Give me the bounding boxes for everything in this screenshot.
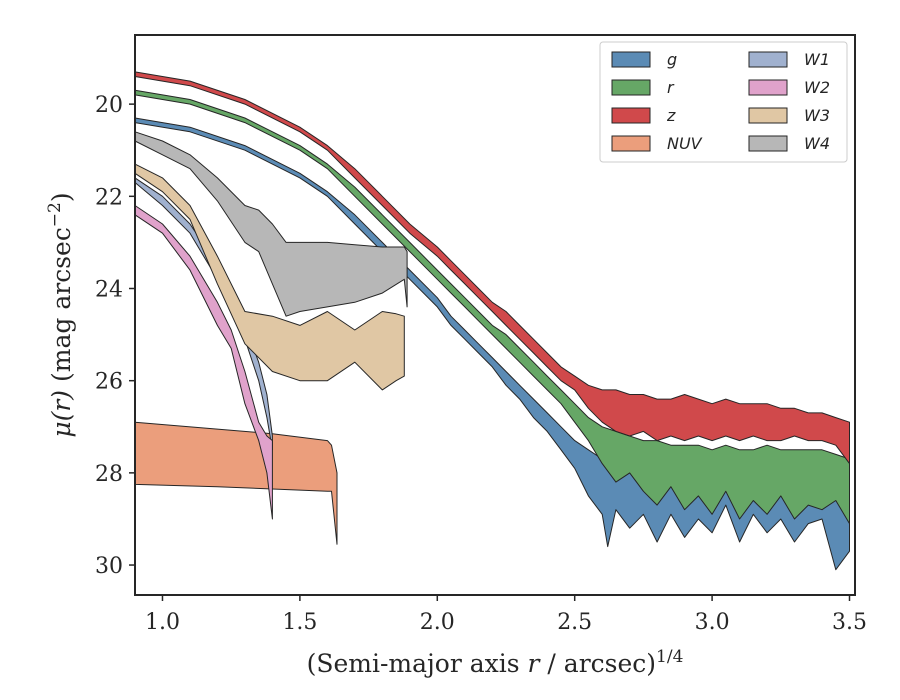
x-axis-label-exponent: 1/4 [656,647,683,667]
legend-frame [599,41,848,163]
x-axis-label: (Semi-major axis r / arcsec)1/4 [307,647,684,678]
legend-label-r: r [667,78,675,97]
legend-label-w3: W3 [804,106,830,125]
y-axis-ticks: 20 22 24 26 28 30 [95,93,135,579]
band-r [134,89,850,525]
band-w3 [134,163,405,391]
x-tick-label: 2.5 [557,610,592,635]
x-tick-label: 3.0 [695,610,730,635]
legend-label-z: z [666,106,676,125]
band-nuv [134,421,338,545]
legend-label-w2: W2 [804,78,830,97]
y-axis-label: μ(r) (mag arcsec−2) [45,192,76,437]
x-tick-label: 3.5 [832,610,867,635]
y-tick-label: 20 [95,93,123,118]
plot-frame [134,34,856,596]
legend: grz NUV W1 W2 W3 W4 [599,41,848,163]
y-axis-label-exponent: −2 [45,202,65,227]
y-tick-label: 24 [95,277,123,302]
y-tick-label: 22 [95,185,123,210]
legend-label-nuv: NUV [667,134,703,153]
profile-bands [134,71,850,571]
x-tick-label: 1.0 [145,610,180,635]
legend-swatch-nuv [611,135,651,152]
y-axis-label-close: ) [47,192,76,202]
band-z [134,71,850,465]
x-tick-label: 1.5 [282,610,317,635]
y-axis-label-unit: (mag arcsec [47,227,76,390]
band-w4 [134,131,408,317]
band-w2 [134,205,273,520]
y-tick-label: 26 [95,370,123,395]
x-axis-ticks: 1.0 1.5 2.0 2.5 3.0 3.5 [145,595,867,635]
legend-label-w4: W4 [804,134,830,153]
y-tick-label: 30 [95,554,123,579]
legend-swatch-w1 [748,51,788,68]
legend-swatch-r [611,79,651,96]
y-tick-label: 28 [95,462,123,487]
legend-swatch-w4 [748,135,788,152]
legend-swatch-w2 [748,79,788,96]
x-axis-label-var: r [528,649,542,678]
legend-swatch-z [611,107,651,124]
legend-swatch-w3 [748,107,788,124]
x-tick-label: 2.0 [420,610,455,635]
x-axis-label-pre: (Semi-major axis [307,649,528,678]
legend-swatch-g [611,51,651,68]
legend-label-w1: W1 [804,50,830,69]
band-g [134,117,850,571]
x-axis-label-post: / arcsec) [539,649,656,678]
y-axis-label-var: μ(r) [47,390,76,438]
legend-label-g: g [667,50,677,69]
